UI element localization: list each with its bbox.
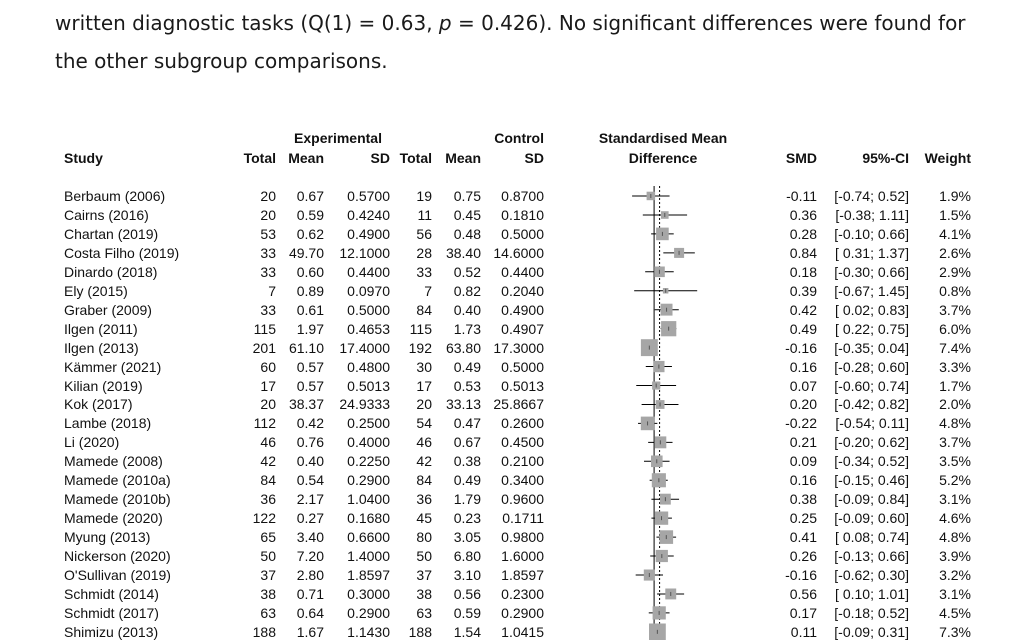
forest-plot-table: Experimental Control Standardised Mean S…: [0, 0, 1015, 630]
forest-plot: [0, 0, 1015, 630]
